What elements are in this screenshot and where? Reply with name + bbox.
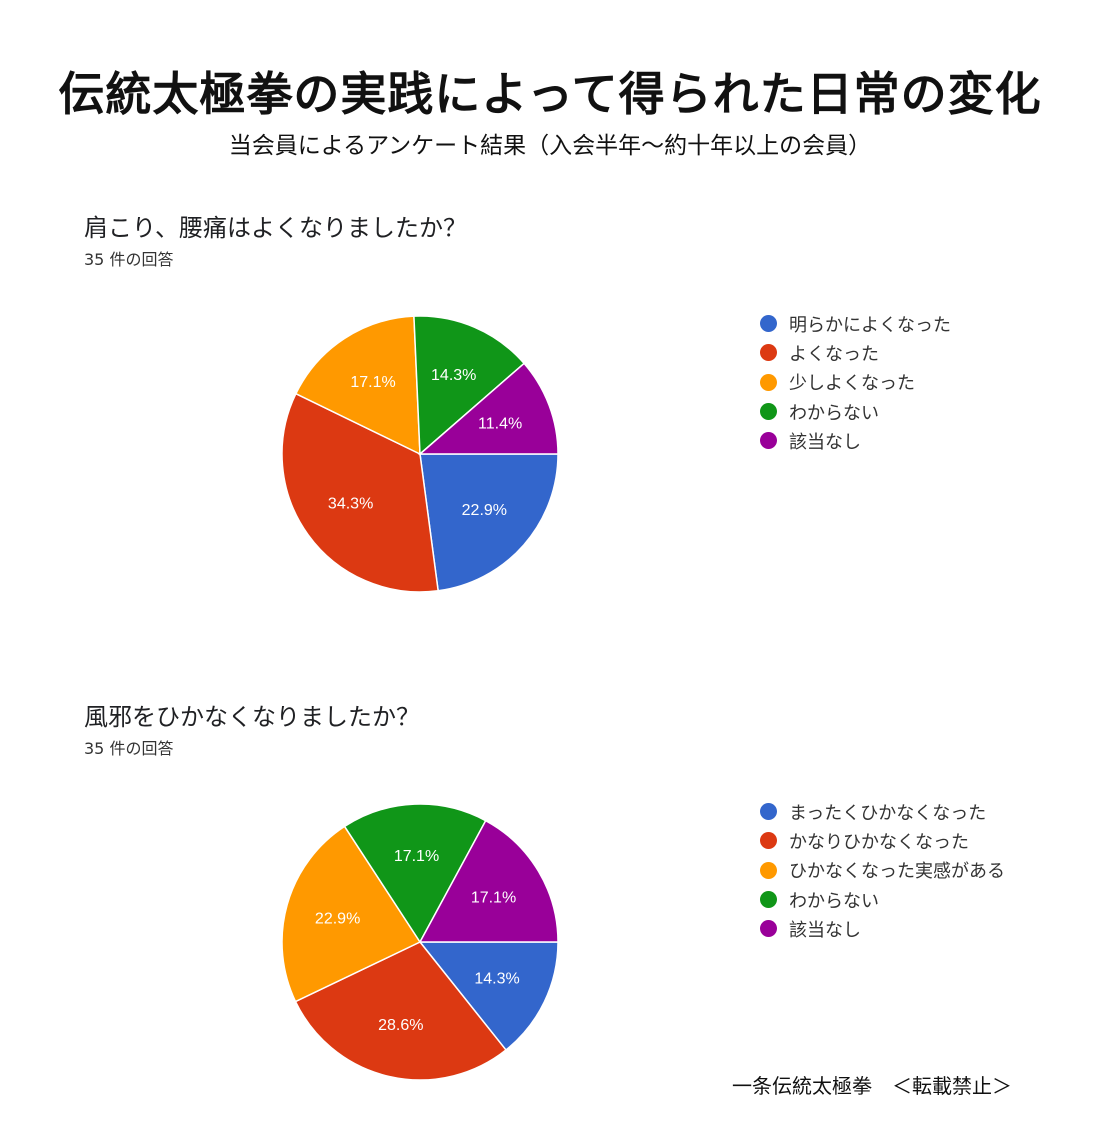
- chart-1-legend: 明らかによくなった よくなった少しよくなった わからない該当なし: [760, 309, 951, 455]
- legend-label: わからない: [789, 890, 879, 912]
- pie-slice-label: 17.1%: [394, 848, 439, 865]
- pie-slice-label: 17.1%: [471, 890, 516, 907]
- legend-label: 明らかによくなった: [789, 314, 951, 336]
- pie-slice-label: 14.3%: [474, 971, 519, 988]
- footer-copyright: 一条伝統太極拳 ＜転載禁止＞: [732, 1074, 1012, 1098]
- chart-2-pie: 14.3% 28.6% 22.9% 17.1% 17.1%: [281, 803, 559, 1081]
- legend-item: 少しよくなった: [760, 368, 951, 397]
- legend-swatch: [760, 315, 777, 333]
- pie-slice-label: 34.3%: [328, 496, 373, 513]
- pie-slice-label: 28.6%: [378, 1017, 423, 1034]
- page-title: 伝統太極拳の実践によって得られた日常の変化: [58, 67, 1042, 121]
- pie-slice: [281, 825, 422, 1003]
- chart-2-response-count: 35 件の回答: [84, 739, 174, 758]
- legend-item: ひかなくなった実感がある: [760, 856, 1005, 885]
- pie-slice-label: 22.9%: [315, 910, 360, 927]
- legend-item: わからない: [760, 885, 1005, 914]
- legend-label: まったくひかなくなった: [789, 802, 987, 824]
- legend-swatch: [760, 432, 777, 450]
- legend-swatch: [760, 344, 777, 362]
- chart-1-response-count: 35 件の回答: [84, 250, 174, 269]
- chart-1-title: 肩こり、腰痛はよくなりましたか？: [84, 214, 468, 242]
- legend-label: よくなった: [789, 343, 879, 365]
- legend-swatch: [760, 373, 777, 391]
- legend-item: 該当なし: [760, 914, 1005, 943]
- legend-swatch: [760, 832, 777, 850]
- chart-2-title: 風邪をひかなくなりましたか？: [84, 703, 420, 731]
- pie-slice: [343, 803, 487, 944]
- pie-slice: [413, 315, 526, 456]
- legend-item: まったくひかなくなった: [760, 797, 1005, 826]
- pie-slice: [281, 392, 439, 593]
- pie-slice: [418, 941, 559, 1052]
- legend-swatch: [760, 891, 777, 909]
- legend-swatch: [760, 403, 777, 421]
- legend-label: 該当なし: [789, 431, 861, 453]
- chart-1-pie: 22.9% 34.3% 17.1% 14.3% 11.4%: [281, 315, 559, 593]
- pie-slice: [417, 362, 559, 455]
- legend-swatch: [760, 861, 777, 879]
- legend-label: 少しよくなった: [789, 373, 915, 395]
- pie-slice: [294, 315, 421, 456]
- pie-slice: [418, 819, 559, 943]
- legend-item: 明らかによくなった: [760, 309, 951, 338]
- pie-slice-label: 22.9%: [462, 502, 507, 519]
- legend-label: かなりひかなくなった: [789, 831, 969, 853]
- legend-swatch: [760, 803, 777, 821]
- legend-item: わからない: [760, 397, 951, 426]
- legend-item: かなりひかなくなった: [760, 826, 1005, 855]
- pie-slice: [419, 453, 559, 592]
- pie-slice-label: 17.1%: [350, 374, 395, 391]
- chart-2-legend: まったくひかなくなった かなりひかなくなったひかなくなった実感がある わからない該当…: [760, 797, 1005, 943]
- pie-slice-label: 11.4%: [478, 416, 522, 433]
- legend-item: 該当なし: [760, 426, 951, 455]
- page-subtitle: 当会員によるアンケート結果（入会半年～約十年以上の会員）: [228, 133, 872, 159]
- legend-swatch: [760, 920, 777, 938]
- pie-slice-label: 14.3%: [431, 367, 476, 384]
- legend-label: 該当なし: [789, 919, 861, 941]
- legend-label: わからない: [789, 402, 879, 424]
- legend-label: ひかなくなった実感がある: [789, 861, 1005, 883]
- legend-item: よくなった: [760, 338, 951, 367]
